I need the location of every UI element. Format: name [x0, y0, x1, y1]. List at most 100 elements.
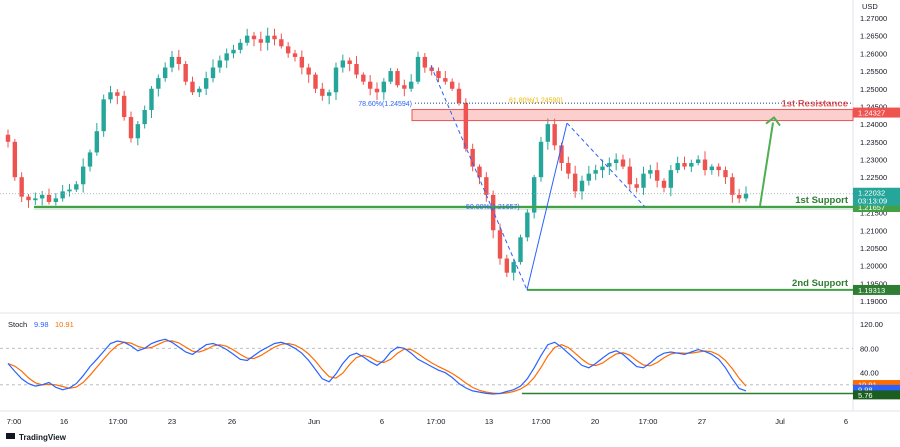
candle-body[interactable]	[162, 67, 168, 79]
candle-body[interactable]	[292, 53, 298, 57]
candle-body[interactable]	[490, 194, 496, 231]
candle-body[interactable]	[128, 117, 134, 139]
candle-body[interactable]	[87, 152, 93, 167]
candle-body[interactable]	[5, 134, 11, 142]
candle-body[interactable]	[285, 46, 291, 54]
candle-body[interactable]	[408, 81, 414, 89]
candle-body[interactable]	[272, 35, 277, 40]
candle-body[interactable]	[743, 193, 749, 199]
candle-body[interactable]	[224, 53, 229, 61]
candle-body[interactable]	[586, 173, 592, 181]
candle-body[interactable]	[299, 56, 305, 68]
candle-body[interactable]	[566, 163, 571, 174]
candle-body[interactable]	[654, 170, 660, 181]
candle-body[interactable]	[19, 177, 24, 197]
candle-body[interactable]	[244, 35, 250, 43]
candle-body[interactable]	[395, 71, 400, 86]
candle-body[interactable]	[251, 35, 257, 40]
candle-body[interactable]	[675, 163, 680, 171]
candle-body[interactable]	[702, 159, 708, 171]
candle-body[interactable]	[470, 148, 475, 167]
candle-body[interactable]	[456, 88, 462, 103]
candle-body[interactable]	[668, 170, 674, 188]
candle-body[interactable]	[74, 184, 79, 190]
candle-body[interactable]	[340, 60, 346, 68]
candle-body[interactable]	[279, 39, 284, 47]
projection-arrow-shaft[interactable]	[759, 122, 774, 207]
candles[interactable]	[5, 27, 749, 281]
candle-body[interactable]	[183, 63, 188, 82]
time-axis[interactable]: 7:00 16 17:00 23 26 Jun 6 17:00 13 17:00 20 17:00 27…	[7, 417, 848, 426]
fib-trend-line-1[interactable]	[430, 65, 528, 291]
candle-body[interactable]	[634, 184, 639, 188]
candle-body[interactable]	[101, 99, 106, 132]
candle-body[interactable]	[497, 230, 503, 259]
candle-body[interactable]	[367, 81, 373, 89]
candle-body[interactable]	[313, 74, 318, 89]
candle-body[interactable]	[436, 71, 441, 79]
candle-body[interactable]	[258, 39, 264, 43]
candle-body[interactable]	[593, 170, 598, 174]
candle-body[interactable]	[477, 166, 482, 178]
tradingview-logo[interactable]: TradingView	[6, 433, 67, 442]
candle-body[interactable]	[306, 67, 311, 75]
candle-body[interactable]	[135, 124, 141, 139]
candle-body[interactable]	[156, 78, 161, 89]
candle-body[interactable]	[620, 159, 626, 167]
candle-body[interactable]	[94, 131, 100, 153]
candle-body[interactable]	[559, 145, 564, 164]
candle-body[interactable]	[238, 42, 243, 50]
candle-body[interactable]	[169, 56, 175, 68]
candle-body[interactable]	[422, 56, 428, 68]
candle-body[interactable]	[689, 163, 694, 167]
candle-body[interactable]	[80, 166, 86, 185]
candle-body[interactable]	[682, 163, 687, 167]
candle-body[interactable]	[504, 258, 510, 273]
candle-body[interactable]	[149, 88, 154, 110]
fib-trend-line-3[interactable]	[566, 122, 646, 208]
candle-body[interactable]	[197, 88, 202, 93]
candle-body[interactable]	[531, 177, 537, 213]
candle-body[interactable]	[265, 35, 270, 43]
candle-body[interactable]	[210, 67, 216, 79]
candle-body[interactable]	[484, 177, 489, 195]
candle-body[interactable]	[203, 78, 209, 89]
candle-body[interactable]	[579, 180, 585, 192]
candle-body[interactable]	[320, 88, 325, 96]
candle-body[interactable]	[326, 92, 332, 96]
candle-body[interactable]	[600, 166, 605, 171]
candle-body[interactable]	[115, 92, 120, 96]
candle-body[interactable]	[53, 198, 59, 202]
candle-body[interactable]	[26, 196, 31, 201]
candle-body[interactable]	[108, 92, 113, 100]
candle-body[interactable]	[627, 166, 633, 185]
candle-body[interactable]	[545, 124, 551, 142]
candle-body[interactable]	[716, 166, 721, 171]
candle-body[interactable]	[429, 67, 434, 72]
candle-body[interactable]	[641, 173, 646, 188]
candle-body[interactable]	[552, 124, 557, 146]
candle-body[interactable]	[736, 194, 742, 199]
candle-body[interactable]	[415, 56, 421, 82]
candle-body[interactable]	[511, 262, 516, 273]
candle-body[interactable]	[33, 198, 38, 201]
candle-body[interactable]	[361, 74, 366, 82]
candle-body[interactable]	[142, 109, 147, 125]
candle-body[interactable]	[443, 78, 448, 82]
candle-body[interactable]	[60, 191, 65, 199]
candle-body[interactable]	[449, 81, 455, 89]
candle-body[interactable]	[347, 60, 352, 64]
candle-body[interactable]	[463, 102, 469, 149]
price-axis[interactable]: 1.27000 1.26500 1.26000 1.25500 1.25000 1.245…	[860, 14, 887, 306]
candle-body[interactable]	[730, 177, 735, 195]
candle-body[interactable]	[518, 237, 523, 263]
candle-body[interactable]	[648, 170, 653, 174]
candle-body[interactable]	[695, 159, 701, 164]
candle-body[interactable]	[525, 212, 530, 238]
candle-body[interactable]	[176, 56, 182, 64]
candle-body[interactable]	[190, 81, 195, 93]
candle-body[interactable]	[46, 194, 52, 202]
candle-body[interactable]	[538, 141, 544, 178]
candle-body[interactable]	[12, 141, 18, 178]
candle-body[interactable]	[39, 194, 45, 199]
